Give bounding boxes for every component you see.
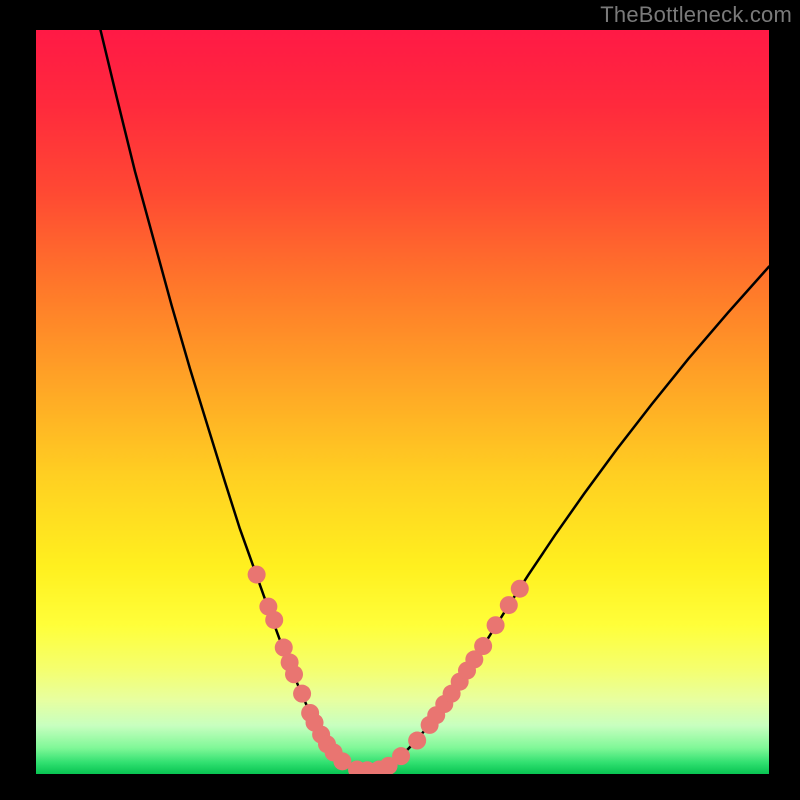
data-marker xyxy=(248,566,266,584)
bottleneck-curve xyxy=(366,267,769,771)
data-marker xyxy=(500,596,518,614)
data-marker xyxy=(408,732,426,750)
data-marker xyxy=(487,616,505,634)
data-marker xyxy=(474,637,492,655)
curve-svg xyxy=(36,30,769,774)
data-marker xyxy=(392,747,410,765)
data-marker xyxy=(265,611,283,629)
chart-frame: TheBottleneck.com xyxy=(0,0,800,800)
data-marker xyxy=(293,685,311,703)
data-marker xyxy=(511,580,529,598)
bottleneck-curve xyxy=(101,30,366,770)
data-marker xyxy=(285,665,303,683)
plot-area xyxy=(36,30,769,774)
watermark-label: TheBottleneck.com xyxy=(600,2,792,28)
